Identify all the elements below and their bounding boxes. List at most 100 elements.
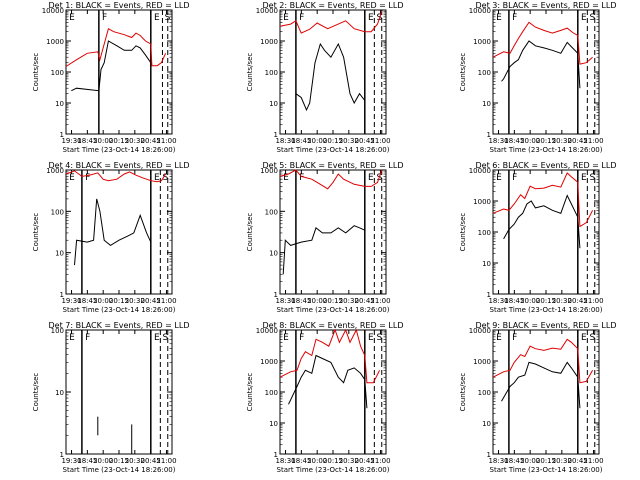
panel-title: Det 6: BLACK = Events, RED = LLD [476,161,617,170]
x-tick-label: 20:00 [307,137,327,145]
marker-letter: F [85,173,90,183]
y-tick-label: 1 [274,451,278,459]
y-tick-label: 10000 [256,327,278,335]
marker-letter: F [512,13,517,23]
det-panel-6: Det 6: BLACK = Events, RED = LLD 1 10 100 10… [459,161,616,314]
x-tick-label: 20:30 [552,457,572,465]
y-tick-label: 100 [478,229,491,237]
x-tick-label: 21:00 [156,297,176,305]
x-tick-label: 21:00 [583,137,603,145]
plot-frame [65,9,173,135]
x-tick-label: 20:00 [93,457,113,465]
marker-letter: E [581,333,587,343]
y-tick-label: 1 [274,131,278,139]
marker-letter: E [368,13,374,23]
y-tick-label: 100 [265,389,278,397]
x-tick-label: 20:15 [536,457,556,465]
x-tick-label: 18:30 [488,297,508,305]
x-tick-label: 20:15 [323,137,343,145]
marker-letter: F [299,13,304,23]
marker-letter: S [162,333,168,343]
x-tick-label: 18:30 [275,297,295,305]
y-axis-label: Counts/sec [246,53,254,92]
y-axis-label: Counts/sec [32,373,40,412]
x-tick-label: 19:30 [61,137,81,145]
y-tick-label: 1 [487,131,491,139]
x-tick-label: 21:00 [583,297,603,305]
y-tick-label: 1 [60,451,64,459]
y-tick-label: 1000 [260,358,278,366]
y-tick-label: 1000 [473,38,491,46]
y-tick-label: 10 [55,250,64,258]
marker-letter: E [154,173,160,183]
series-events [501,361,581,409]
marker-letter: F [299,333,304,343]
y-tick-label: 1000 [473,198,491,206]
det-panel-5: Det 5: BLACK = Events, RED = LLD 1 10 100 10… [246,161,403,314]
x-axis-label: Start Time (23-Oct-14 18:26:00) [277,306,390,314]
x-tick-label: 20:15 [536,137,556,145]
marker-letter: E [496,333,502,343]
x-axis-label: Start Time (23-Oct-14 18:26:00) [490,146,603,154]
marker-letter: E [368,173,374,183]
det-panel-7: Det 7: BLACK = Events, RED = LLD 1 10 100 Co… [32,321,189,474]
det-panel-1: Det 1: BLACK = Events, RED = LLD 1 10 100 10… [32,1,189,154]
x-tick-label: 20:30 [339,297,359,305]
y-tick-label: 100 [478,69,491,77]
marker-letter: E [581,173,587,183]
det-panel-3: Det 3: BLACK = Events, RED = LLD 1 10 100 10… [459,1,616,154]
y-tick-label: 100 [265,69,278,77]
x-tick-label: 20:45 [355,137,375,145]
x-tick-label: 20:45 [141,297,161,305]
x-tick-label: 20:45 [568,137,588,145]
y-tick-label: 10000 [469,7,491,15]
x-tick-label: 20:00 [93,137,113,145]
marker-letter: E [496,173,502,183]
y-axis-label: Counts/sec [32,213,40,252]
x-tick-label: 19:30 [61,297,81,305]
x-tick-label: 18:45 [77,297,97,305]
panel-title: Det 4: BLACK = Events, RED = LLD [49,161,190,170]
x-axis-label: Start Time (23-Oct-14 18:26:00) [277,466,390,474]
x-tick-label: 19:30 [61,457,81,465]
x-tick-label: 18:45 [77,137,97,145]
y-tick-label: 1 [60,131,64,139]
marker-letter: E [496,13,502,23]
x-tick-label: 20:30 [552,137,572,145]
x-tick-label: 21:00 [583,457,603,465]
marker-letter: E [154,13,160,23]
marker-letter: E [283,333,289,343]
x-tick-label: 20:30 [339,137,359,145]
x-tick-label: 21:00 [370,297,390,305]
y-axis-label: Counts/sec [246,373,254,412]
x-axis-label: Start Time (23-Oct-14 18:26:00) [63,146,176,154]
series-events [74,198,152,266]
y-tick-label: 100 [478,389,491,397]
x-tick-label: 20:15 [109,137,129,145]
y-axis-label: Counts/sec [246,213,254,252]
series-lld [492,338,594,384]
marker-letter: E [368,333,374,343]
x-tick-label: 20:45 [141,457,161,465]
x-tick-label: 20:30 [125,457,145,465]
marker-letter: S [165,13,171,23]
x-tick-label: 20:00 [520,457,540,465]
x-axis-label: Start Time (23-Oct-14 18:26:00) [490,466,603,474]
y-tick-label: 10 [482,260,491,268]
y-axis-label: Counts/sec [32,53,40,92]
y-tick-label: 10000 [469,167,491,175]
y-axis-label: Counts/sec [459,373,467,412]
series-lld [279,11,383,34]
series-lld [492,21,593,65]
series-lld [65,27,167,67]
series-events [71,40,152,92]
x-tick-label: 20:45 [355,297,375,305]
marker-letter: F [102,13,107,23]
x-tick-label: 20:45 [568,457,588,465]
y-tick-label: 1 [274,291,278,299]
marker-letter: S [589,333,595,343]
det-panel-4: Det 4: BLACK = Events, RED = LLD 1 10 100 10… [32,161,189,314]
panel-title: Det 2: BLACK = Events, RED = LLD [263,1,404,10]
panel-title: Det 8: BLACK = Events, RED = LLD [263,321,404,330]
